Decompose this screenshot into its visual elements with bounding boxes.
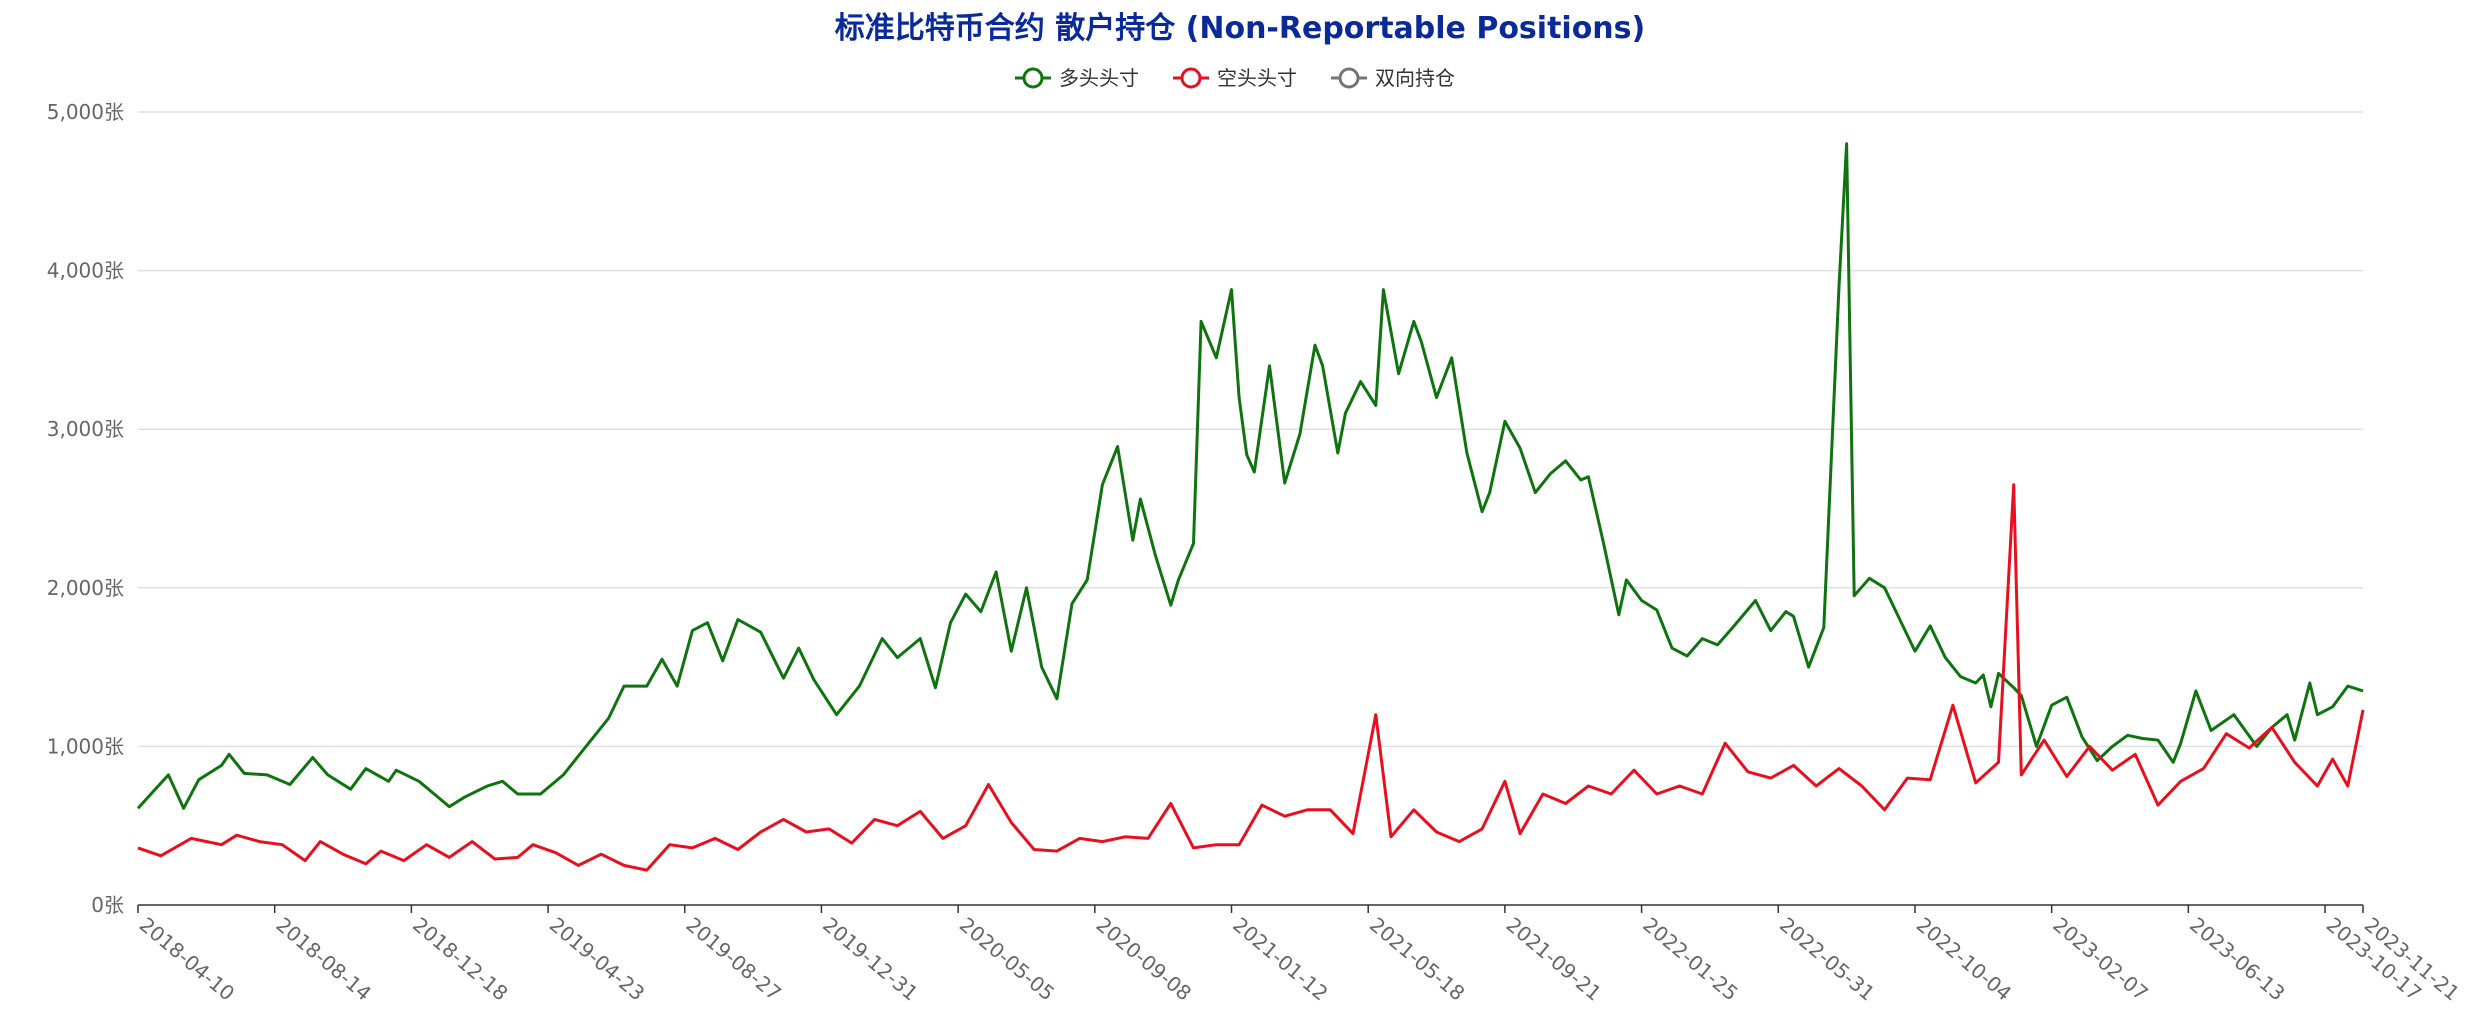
series-lines bbox=[136, 142, 2365, 872]
y-tick-label: 0张 bbox=[91, 893, 124, 917]
y-axis-ticks: 0张 1,000张 2,000张 3,000张 4,000张 5,000张 bbox=[47, 100, 124, 917]
y-tick-label: 3,000张 bbox=[47, 417, 124, 441]
legend-item-2[interactable]: 双向持仓 bbox=[1331, 66, 1455, 90]
x-tick-label: 2022-10-04 bbox=[1912, 912, 2016, 1005]
legend-circle-icon bbox=[1180, 67, 1202, 89]
x-tick-label: 2022-05-31 bbox=[1775, 912, 1879, 1005]
x-axis: 2018-04-10 2018-08-14 2018-12-18 2019-04-23… bbox=[135, 904, 2464, 1006]
x-tick-label: 2023-06-13 bbox=[2185, 912, 2289, 1005]
y-tick-label: 5,000张 bbox=[47, 100, 124, 124]
x-tick-label: 2018-08-14 bbox=[271, 912, 375, 1005]
legend-item-1[interactable]: 空头头寸 bbox=[1173, 66, 1297, 90]
x-tick-label: 2022-01-25 bbox=[1638, 912, 1742, 1005]
x-tick-label: 2019-04-23 bbox=[545, 912, 649, 1005]
legend-label: 空头头寸 bbox=[1217, 66, 1297, 90]
x-tick-label: 2020-05-05 bbox=[955, 912, 1059, 1005]
x-tick-label: 2023-02-07 bbox=[2048, 912, 2152, 1005]
series-line-1 bbox=[137, 483, 2365, 872]
legend-item-0[interactable]: 多头头寸 bbox=[1015, 66, 1139, 90]
legend-label: 双向持仓 bbox=[1375, 66, 1455, 90]
chart-title: 标准比特币合约 散户持仓 (Non-Reportable Positions) bbox=[835, 11, 1645, 46]
x-tick-label: 2019-12-31 bbox=[818, 912, 922, 1005]
x-tick-label: 2021-01-12 bbox=[1228, 912, 1332, 1005]
legend-circle-icon bbox=[1022, 67, 1044, 89]
legend: 多头头寸 空头头寸 双向持仓 bbox=[1015, 66, 1455, 90]
x-tick-label: 2019-08-27 bbox=[682, 912, 786, 1005]
grid-lines bbox=[138, 111, 2363, 748]
y-tick-label: 1,000张 bbox=[47, 734, 124, 758]
x-tick-label: 2021-09-21 bbox=[1502, 912, 1606, 1005]
x-tick-label: 2020-09-08 bbox=[1092, 912, 1196, 1005]
legend-circle-icon bbox=[1338, 67, 1360, 89]
y-tick-label: 4,000张 bbox=[47, 259, 124, 283]
x-tick-label: 2018-12-18 bbox=[408, 912, 512, 1005]
x-tick-label: 2018-04-10 bbox=[135, 912, 239, 1005]
y-tick-label: 2,000张 bbox=[47, 576, 124, 600]
x-tick-label: 2021-05-18 bbox=[1365, 912, 1469, 1005]
legend-label: 多头头寸 bbox=[1059, 66, 1139, 90]
series-line-0 bbox=[136, 142, 2364, 810]
